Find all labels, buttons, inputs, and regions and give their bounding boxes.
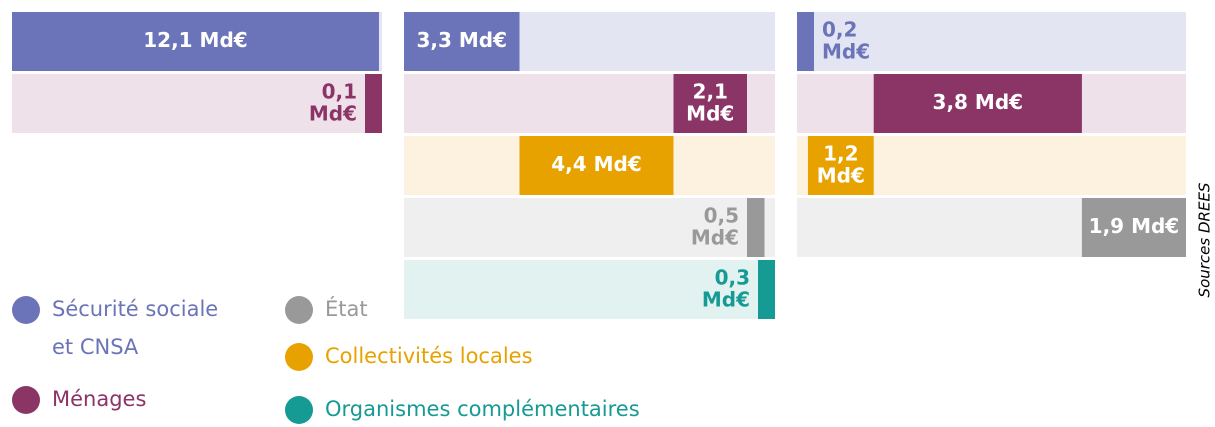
source: Sources DREES	[1196, 182, 1214, 297]
legend-marker	[12, 386, 40, 414]
value-label: 0,1 Md€	[309, 79, 357, 125]
bar	[873, 74, 1082, 133]
band	[797, 12, 1186, 71]
value-label: 0,5 Md€	[691, 203, 739, 249]
bar	[1081, 198, 1186, 257]
legend-label: Organismes complémentaires	[325, 397, 640, 421]
bar	[519, 136, 674, 195]
legend-label: Collectivités locales	[325, 344, 533, 368]
legend-marker	[285, 296, 313, 324]
legend-label: État	[325, 296, 368, 321]
value-label: 4,4 Md€	[551, 152, 642, 176]
legend-label: Ménages	[52, 387, 146, 411]
bar	[12, 12, 379, 71]
value-label: 2,1 Md€	[686, 79, 734, 125]
value-label: 1,2 Md€	[817, 141, 865, 187]
value-label: 0,3 Md€	[702, 265, 750, 311]
band	[404, 198, 775, 257]
value-label: 3,3 Md€	[416, 28, 507, 52]
legend-marker	[285, 396, 313, 424]
bar	[404, 12, 520, 71]
legend-marker	[285, 343, 313, 371]
legend-label: Sécurité sociale et CNSA	[52, 297, 218, 359]
bar	[747, 198, 765, 257]
legend-marker	[12, 296, 40, 324]
bar	[758, 260, 775, 319]
value-label: 1,9 Md€	[1089, 214, 1180, 238]
bar	[797, 12, 814, 71]
bar	[807, 136, 874, 195]
band	[12, 74, 382, 133]
value-label: 12,1 Md€	[143, 28, 247, 52]
bar	[365, 74, 382, 133]
value-label: 0,2 Md€	[822, 17, 870, 63]
value-label: 3,8 Md€	[933, 90, 1024, 114]
band	[404, 260, 775, 319]
bar	[673, 74, 747, 133]
